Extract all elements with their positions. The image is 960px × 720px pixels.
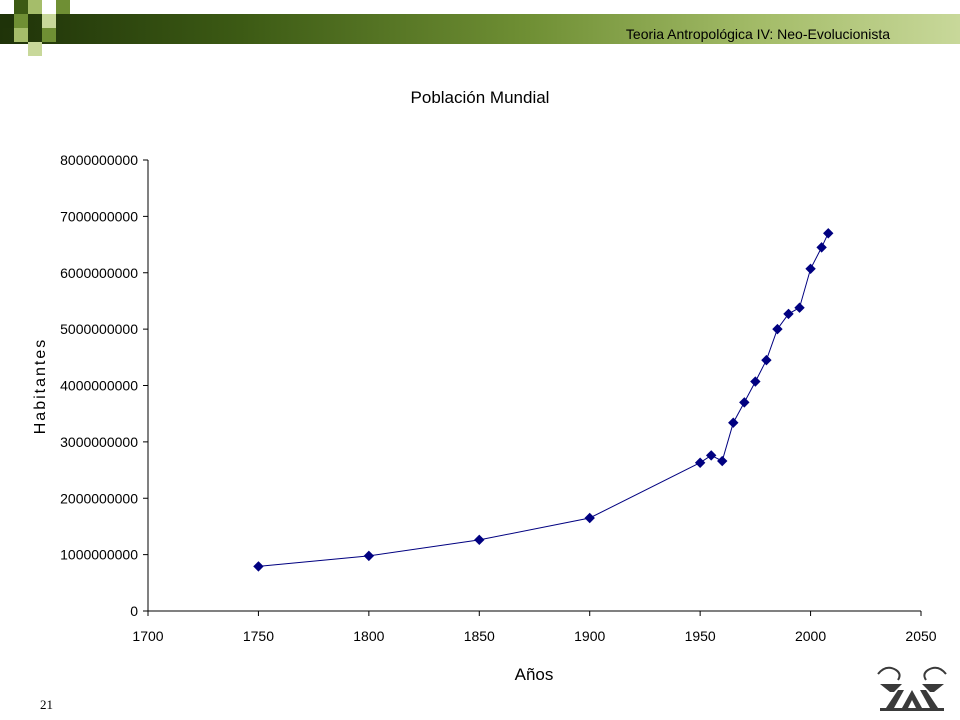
data-point-marker: [772, 323, 783, 335]
x-axis-label: Años: [515, 665, 554, 684]
decorative-squares: [0, 0, 80, 60]
x-axis-ticks: 1700 1750 1800 1850 1900 1950 2000 2050: [132, 611, 937, 644]
y-tick-label: 8000000000: [60, 152, 138, 168]
x-tick-label: 1700: [132, 628, 163, 644]
data-point-marker: [717, 455, 728, 467]
y-axis-ticks: 0 1000000000 2000000000 3000000000 400000000…: [60, 152, 148, 619]
data-point-marker: [783, 308, 794, 320]
y-tick-label: 1000000000: [60, 547, 138, 563]
y-tick-label: 4000000000: [60, 378, 138, 394]
data-point-marker: [805, 263, 816, 275]
header-bar: [0, 14, 960, 44]
y-tick-label: 3000000000: [60, 434, 138, 450]
y-axis-label: Habitantes: [32, 338, 49, 435]
data-point-marker: [474, 534, 485, 546]
x-tick-label: 1900: [574, 628, 605, 644]
data-points: [253, 228, 834, 572]
data-point-marker: [823, 228, 834, 239]
data-point-marker: [794, 302, 805, 313]
data-point-marker: [705, 450, 717, 461]
data-point-marker: [363, 550, 375, 562]
y-tick-label: 6000000000: [60, 265, 138, 281]
chart-title: Población Mundial: [410, 88, 550, 107]
x-tick-label: 2050: [905, 628, 936, 644]
data-point-marker: [584, 512, 595, 524]
y-tick-label: 0: [130, 603, 138, 619]
x-tick-label: 1800: [353, 628, 384, 644]
x-tick-label: 2000: [795, 628, 826, 644]
y-tick-label: 7000000000: [60, 208, 138, 224]
data-point-marker: [739, 397, 750, 408]
uam-logo-icon: [877, 666, 947, 711]
header-title: Teoria Antropológica IV: Neo-Evolucionis…: [625, 26, 890, 42]
data-point-marker: [750, 376, 761, 387]
data-point-marker: [253, 561, 264, 572]
y-tick-label: 2000000000: [60, 490, 138, 506]
x-tick-label: 1850: [464, 628, 495, 644]
data-point-marker: [728, 417, 739, 428]
y-tick-label: 5000000000: [60, 321, 138, 337]
x-tick-label: 1750: [243, 628, 274, 644]
data-point-marker: [816, 242, 827, 253]
data-point-marker: [694, 457, 706, 468]
x-tick-label: 1950: [685, 628, 716, 644]
data-point-marker: [761, 354, 772, 366]
page-number: 21: [40, 697, 53, 712]
